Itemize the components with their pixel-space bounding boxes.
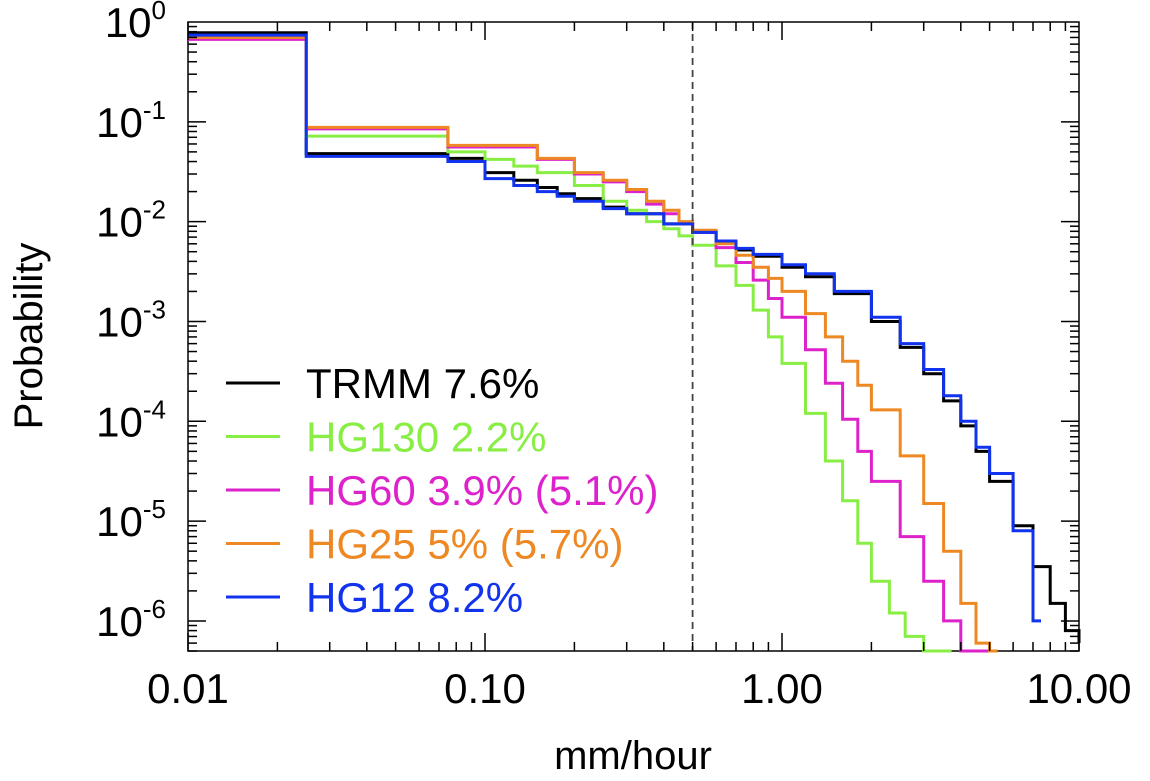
y-tick-label: 10-2 (96, 195, 166, 246)
y-axis-title: Probability (7, 243, 51, 430)
y-tick-base: 10 (105, 0, 152, 46)
y-tick-base: 10 (96, 298, 143, 345)
legend-label: TRMM 7.6% (306, 360, 539, 407)
y-tick-base: 10 (96, 99, 143, 146)
x-tick-label: 1.00 (741, 665, 823, 712)
y-tick-exponent: -5 (143, 494, 166, 524)
y-tick-exponent: -1 (143, 95, 166, 125)
y-tick-label: 10-5 (96, 494, 166, 545)
x-axis-title: mm/hour (554, 734, 712, 778)
legend: TRMM 7.6% HG130 2.2% HG60 3.9% (5.1%) HG25 … (226, 360, 659, 621)
series-line-4 (188, 36, 998, 653)
x-tick-label: 0.10 (444, 665, 526, 712)
y-tick-label: 10-1 (96, 95, 166, 146)
legend-label: HG130 2.2% (306, 414, 546, 461)
x-tick-label: 0.01 (147, 665, 229, 712)
series-line-2 (188, 34, 952, 653)
y-tick-base: 10 (96, 498, 143, 545)
y-tick-label: 10-4 (96, 394, 166, 445)
y-tick-base: 10 (96, 398, 143, 445)
legend-label: HG12 8.2% (306, 574, 523, 621)
y-tick-exponent: -6 (143, 594, 166, 624)
legend-label: HG60 3.9% (5.1%) (306, 467, 659, 514)
y-tick-label: 10-6 (96, 594, 166, 645)
series-line-5 (188, 33, 1041, 623)
y-tick-exponent: -4 (143, 394, 166, 424)
y-tick-exponent: -2 (143, 195, 166, 225)
x-tick-label: 10.00 (1026, 665, 1131, 712)
y-tick-base: 10 (96, 199, 143, 246)
y-tick-exponent: -3 (143, 294, 166, 324)
y-tick-exponent: 0 (152, 0, 166, 25)
legend-label: HG25 5% (5.7%) (306, 521, 623, 568)
y-tick-label: 100 (105, 0, 166, 46)
y-tick-base: 10 (96, 598, 143, 645)
series-layer (188, 31, 1081, 653)
axes-layer: 0.01 0.10 1.00 10.0010010-110-210-310-410-5… (96, 0, 1131, 712)
y-tick-label: 10-3 (96, 294, 166, 345)
